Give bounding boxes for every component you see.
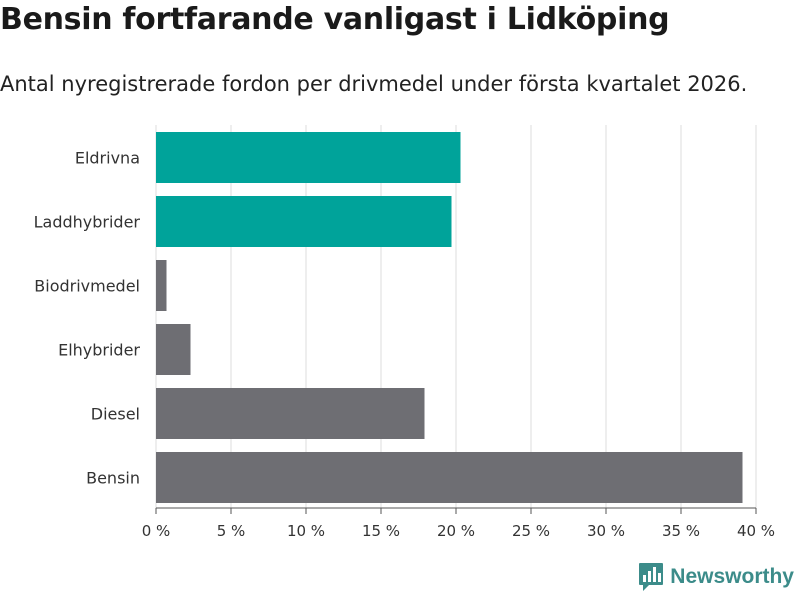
x-tick-label: 5 % <box>217 522 246 540</box>
category-labels: Eldrivna Laddhybrider Biodrivmedel Elhybrid… <box>34 149 141 488</box>
bar-diesel <box>156 388 425 439</box>
x-tick-label: 20 % <box>437 522 475 540</box>
bar-laddhybrider <box>156 196 452 247</box>
category-label: Bensin <box>86 469 140 488</box>
bar-bensin <box>156 452 743 503</box>
category-label: Biodrivmedel <box>34 277 140 296</box>
category-label: Laddhybrider <box>34 213 141 232</box>
x-tick-label: 25 % <box>512 522 550 540</box>
chart-subtitle: Antal nyregistrerade fordon per drivmede… <box>0 72 748 96</box>
x-tick-label: 35 % <box>662 522 700 540</box>
bar-eldrivna <box>156 132 461 183</box>
chart-title: Bensin fortfarande vanligast i Lidköping <box>0 2 670 37</box>
category-label: Diesel <box>91 405 140 424</box>
grid-lines <box>155 125 757 508</box>
x-tick-label: 10 % <box>287 522 325 540</box>
x-tick-label: 15 % <box>362 522 400 540</box>
category-label: Elhybrider <box>58 341 140 360</box>
brand-name: Newsworthy <box>670 565 794 588</box>
category-label: Eldrivna <box>75 149 140 168</box>
newsworthy-logo: Newsworthy <box>638 562 794 592</box>
newsworthy-bar-chart-icon <box>639 563 664 591</box>
x-tick-label: 0 % <box>142 522 171 540</box>
x-axis: 0 % 5 % 10 % 15 % 20 % 25 % 30 % 35 % 40 % <box>142 507 775 540</box>
x-tick-label: 40 % <box>737 522 775 540</box>
bar-elhybrider <box>156 324 191 375</box>
bars <box>156 132 743 503</box>
bar-biodrivmedel <box>156 260 167 311</box>
x-tick-label: 30 % <box>587 522 625 540</box>
